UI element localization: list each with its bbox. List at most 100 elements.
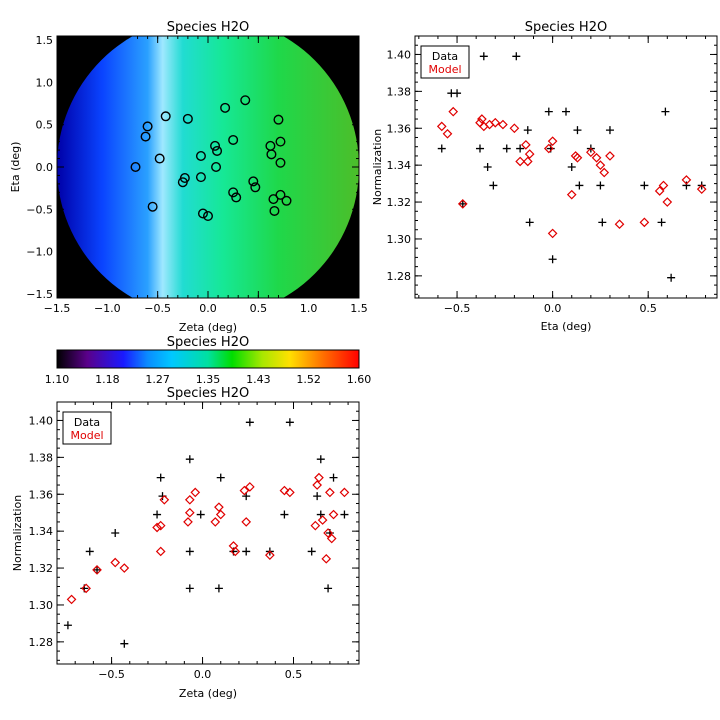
eta-model-point bbox=[515, 156, 525, 167]
zeta-model-point bbox=[81, 583, 91, 594]
colorbar: Species H2O 1.10 1.18 1.27 1.35 1.43 1.52 1.60 bbox=[45, 335, 372, 386]
eta-model-point bbox=[566, 189, 577, 200]
zeta-data-point bbox=[156, 473, 165, 482]
station-marker bbox=[179, 172, 190, 183]
zeta-data-points bbox=[63, 418, 350, 648]
station-marker bbox=[202, 211, 213, 222]
colorbar-title: Species H2O bbox=[167, 335, 249, 350]
zeta-model-point bbox=[214, 502, 224, 513]
zeta-legend: Data Model bbox=[62, 411, 112, 445]
eta-data-point bbox=[525, 218, 534, 227]
zeta-frame bbox=[56, 401, 360, 665]
zeta-model-point bbox=[190, 487, 201, 498]
zeta-model-point bbox=[279, 485, 290, 496]
eta-data-point bbox=[479, 52, 488, 61]
station-marker bbox=[211, 161, 222, 172]
eta-model-point bbox=[547, 136, 558, 147]
zeta-model-point bbox=[328, 509, 339, 520]
zeta-model-point bbox=[110, 557, 121, 568]
map-xtick-label: −0.5 bbox=[144, 302, 171, 315]
zeta-data-point bbox=[196, 510, 205, 519]
station-marker bbox=[130, 161, 141, 172]
map-xtick-label: −1.5 bbox=[44, 302, 71, 315]
zeta-data-point bbox=[153, 510, 162, 519]
zeta-model-point bbox=[241, 517, 252, 527]
station-marker bbox=[240, 95, 251, 106]
zeta-model-point bbox=[119, 563, 130, 573]
map-xtick-label: 1.0 bbox=[300, 302, 318, 315]
zeta-ytick-label: 1.36 bbox=[29, 488, 54, 501]
eta-data-point bbox=[437, 144, 446, 153]
zeta-data-point bbox=[285, 418, 294, 427]
zeta-ytick-label: 1.38 bbox=[29, 451, 54, 464]
eta-data-point bbox=[661, 107, 670, 116]
eta-data-point bbox=[548, 255, 557, 264]
zeta-ytick-label: 1.40 bbox=[29, 414, 54, 427]
station-marker bbox=[228, 134, 239, 145]
zeta-ytick-label: 1.32 bbox=[29, 562, 54, 575]
eta-data-point bbox=[567, 163, 576, 171]
zeta-data-point bbox=[242, 547, 251, 556]
zeta-data-point bbox=[307, 547, 316, 556]
station-marker bbox=[182, 113, 193, 124]
map-ytick-label: 0.5 bbox=[36, 119, 54, 132]
zeta-xlabel: Zeta (deg) bbox=[179, 687, 237, 700]
map-ytick-label: 1.0 bbox=[36, 76, 54, 89]
zeta-model-point bbox=[325, 487, 335, 498]
zeta-data-point bbox=[313, 492, 322, 501]
zeta-model-point bbox=[210, 517, 221, 527]
eta-model-point bbox=[436, 121, 447, 132]
station-marker bbox=[212, 145, 223, 156]
eta-model-point bbox=[662, 197, 673, 207]
eta-model-point bbox=[681, 175, 692, 185]
zeta-data-point bbox=[111, 529, 120, 537]
eta-ytick-label: 1.30 bbox=[387, 233, 412, 246]
zeta-model-point bbox=[314, 472, 324, 483]
eta-data-point bbox=[523, 126, 532, 135]
colorbar-gradient bbox=[56, 349, 360, 369]
zeta-ytick-label: 1.30 bbox=[29, 599, 54, 612]
map-xtick-label: 1.5 bbox=[350, 302, 368, 315]
eta-model-point bbox=[521, 140, 531, 150]
eta-model-point bbox=[614, 219, 625, 230]
colorbar-tick-label: 1.43 bbox=[246, 373, 271, 386]
zeta-data-point bbox=[85, 547, 94, 556]
map-ytick-label: 0.0 bbox=[36, 161, 54, 174]
colorbar-tick-label: 1.35 bbox=[196, 373, 221, 386]
eta-ytick-label: 1.34 bbox=[387, 159, 412, 172]
colorbar-tick-label: 1.10 bbox=[45, 373, 70, 386]
station-marker bbox=[275, 157, 286, 168]
colorbar-tick-label: 1.18 bbox=[95, 373, 120, 386]
zeta-data-point bbox=[324, 584, 333, 593]
zeta-model-point bbox=[265, 550, 275, 560]
map-ytick-label: −0.5 bbox=[26, 203, 53, 216]
eta-data-point bbox=[544, 107, 553, 116]
zeta-data-point bbox=[329, 473, 338, 482]
eta-model-point bbox=[696, 184, 707, 194]
zeta-title: Species H2O bbox=[167, 386, 249, 401]
eta-data-point bbox=[562, 107, 570, 116]
eta-model-point bbox=[498, 119, 508, 130]
eta-model-point bbox=[585, 147, 596, 158]
zeta-model-point bbox=[339, 487, 350, 498]
eta-data-point bbox=[605, 126, 614, 135]
eta-scatter-panel: Species H2O −0.5 0.0 0.5 1.28 1.30 1.32 1.34 1.… bbox=[371, 20, 718, 333]
zeta-model-point bbox=[312, 480, 323, 490]
zeta-data-point bbox=[120, 639, 129, 648]
eta-ylabel: Normalization bbox=[371, 129, 384, 205]
map-ytick-label: −1.0 bbox=[26, 246, 53, 259]
eta-data-point bbox=[475, 144, 484, 153]
station-marker bbox=[147, 201, 158, 212]
map-axes: −1.5 −1.0 −0.5 0.0 0.5 1.0 1.5 −1.5 −1.0 −0.5 0.0 0… bbox=[26, 34, 367, 315]
zeta-data-point bbox=[245, 418, 254, 427]
station-marker bbox=[160, 111, 171, 122]
map-ylabel: Eta (deg) bbox=[9, 142, 22, 193]
station-marker bbox=[142, 121, 153, 132]
zeta-model-point bbox=[323, 528, 333, 538]
zeta-xtick-label: −0.5 bbox=[98, 668, 125, 681]
station-marker bbox=[269, 205, 280, 216]
eta-model-point bbox=[605, 151, 615, 161]
zeta-legend-model: Model bbox=[70, 429, 103, 442]
eta-data-point bbox=[640, 181, 649, 190]
